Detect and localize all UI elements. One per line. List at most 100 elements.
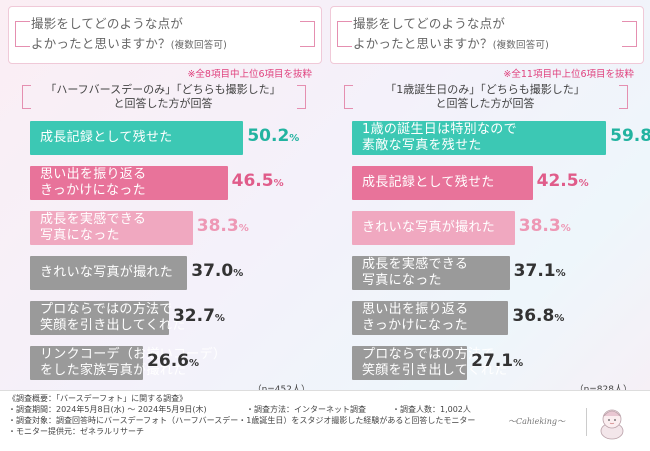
bar-category-label: 思い出を振り返る [40,167,147,182]
condition-line-1: 「ハーフバースデーのみ」「どちらも撮影した」 [45,83,281,96]
bar [30,211,193,245]
bar-value-unit: % [560,223,571,234]
bar-value-label: 36.8% [512,306,564,326]
bar-category-label: 成長を実感できる [362,257,469,272]
subnote: ※全8項目中上位6項目を抜粋 [187,69,312,80]
bar-category-label: 笑顔を引き出してくれた [40,318,186,333]
brand-logo: ～Cahieking～ [508,417,566,426]
survey-count: ・調査人数：1,002人 [392,405,471,414]
bar-value-unit: % [238,223,249,234]
survey-period: ・調査期間：2024年5月8日(水) ～ 2024年5月9日(木) [8,405,207,414]
question-note: (複数回答可) [492,40,550,51]
bar-category-label: リンクコーデ（お揃いコーデ） [40,347,227,362]
question-box: 撮影をしてどのような点が よかったと思いますか？(複数回答可) [8,6,322,64]
bar-value-label: 26.6% [147,351,199,371]
question-line-2: よかったと思いますか？(複数回答可) [353,33,549,52]
right-panel: 撮影をしてどのような点が よかったと思いますか？(複数回答可) ※全11項目中上… [330,6,650,395]
condition-line-2: と回答した方が回答 [113,97,213,110]
bar-category-label: 成長記録として残せた [362,175,495,190]
bar-value-number: 37.0 [191,261,234,281]
bar-value-label: 42.5% [537,171,589,191]
bar-value-unit: % [189,358,200,369]
bar-value-label: 32.7% [173,306,225,326]
bar-row: 思い出を振り返る きっかけになった 46.5% [8,165,320,201]
bar-value-unit: % [273,178,284,189]
bar-value-label: 59.8% [610,126,650,146]
bar-value-number: 38.3 [196,216,239,236]
bar [352,301,509,335]
survey-provider: ・モニター提供元：ゼネラルリサーチ [8,427,144,436]
bar-category-label: 写真になった [40,228,120,243]
bar [30,346,144,380]
bar-value-number: 26.6 [147,351,189,371]
bar-value-unit: % [513,358,524,369]
bar [30,256,188,290]
bar [30,301,169,335]
bar-category-label: 写真になった [362,273,442,288]
bar-value-number: 38.3 [518,216,561,236]
bar-category-label: 成長記録として残せた [40,130,173,145]
bar-value-label: 27.1% [471,351,523,371]
bar-value-unit: % [233,268,244,279]
bar-category-label: をした家族写真が撮れた [40,363,187,378]
bar-value-label: 38.3% [197,216,249,236]
bar-row: プロならではの方法で 笑顔を引き出してくれた 27.1% [330,345,642,381]
bar-row: 思い出を振り返る きっかけになった 36.8% [330,300,642,336]
corner-bracket-left [337,21,352,47]
bar-category-label: きっかけになった [362,318,468,333]
bar-value-number: 37.1 [513,261,556,281]
bar-category-label: プロならではの方法で [40,302,173,317]
question-line-1: 撮影をしてどのような点が [31,16,184,31]
bar-category-label: 笑顔を引き出してくれた [362,363,508,378]
bar-value-number: 59.8 [610,126,650,146]
bar-row: リンクコーデ（お揃いコーデ） をした家族写真が撮れた 26.6% [8,345,320,381]
baby-mascot-icon [600,409,624,440]
bar-value-number: 27.1 [471,351,514,371]
bar-value-label: 37.0% [191,261,243,281]
question-line-2: よかったと思いますか？(複数回答可) [31,33,227,52]
condition-bracket-right [297,85,306,109]
question-note: (複数回答可) [170,40,228,51]
bar-value-unit: % [214,313,225,324]
bar [352,346,468,380]
bar [30,121,244,155]
bar-category-label: 素敵な写真を残せた [362,138,482,153]
condition-bracket-left [22,85,31,109]
bar [352,121,607,155]
question-text: よかったと思いますか？ [353,36,493,51]
bar-value-label: 37.1% [514,261,566,281]
survey-footer: 《調査概要：「バースデーフォト」に関する調査》 ・調査期間：2024年5月8日(… [0,390,650,451]
bar [352,211,515,245]
bar [352,256,510,290]
bar-category-label: きれいな写真が撮れた [40,265,174,280]
bar-value-label: 46.5% [232,171,284,191]
survey-method: ・調査方法：インターネット調査 [246,405,366,414]
bar [352,166,533,200]
bar-row: 成長記録として残せた 50.2% [8,120,320,156]
condition-line-1: 「1歳誕生日のみ」「どちらも撮影した」 [385,83,585,96]
survey-title: 《調査概要：「バースデーフォト」に関する調査》 [8,394,188,403]
survey-target: ・調査対象：調査回答時にバースデーフォト（ハーフバースデー・1歳誕生日）をスタジ… [8,416,476,425]
corner-bracket-right [300,21,315,47]
logo-divider [586,408,587,436]
left-panel: 撮影をしてどのような点が よかったと思いますか？(複数回答可) ※全8項目中上位… [8,6,322,395]
question-text: よかったと思いますか？ [31,36,171,51]
bar-value-number: 32.7 [172,306,215,326]
condition-bracket-left [344,85,353,109]
corner-bracket-right [622,21,637,47]
bar-value-unit: % [578,178,589,189]
condition-line-2: と回答した方が回答 [435,97,535,110]
bar-row: きれいな写真が撮れた 38.3% [330,210,642,246]
bar-value-number: 50.2 [247,126,290,146]
question-box: 撮影をしてどのような点が よかったと思いますか？(複数回答可) [330,6,644,64]
bar-row: プロならではの方法で 笑顔を引き出してくれた 32.7% [8,300,320,336]
subnote: ※全11項目中上位6項目を抜粋 [503,69,634,80]
bar-value-number: 46.5 [231,171,274,191]
bar-row: 成長を実感できる 写真になった 37.1% [330,255,642,291]
bar-value-number: 36.8 [512,306,555,326]
condition-bracket-right [619,85,628,109]
bar-category-label: 成長を実感できる [40,212,147,227]
bar-row: 成長を実感できる 写真になった 38.3% [8,210,320,246]
bar-category-label: きれいな写真が撮れた [362,220,496,235]
